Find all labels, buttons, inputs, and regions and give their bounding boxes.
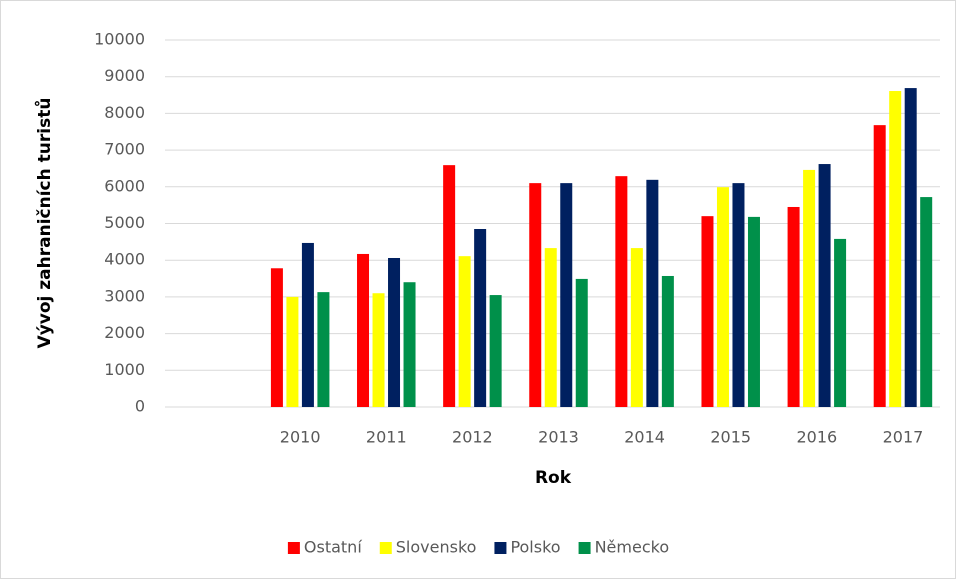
y-tick-label: 9000: [104, 66, 145, 85]
y-tick-label: 0: [135, 397, 145, 416]
x-tick-label: 2014: [624, 428, 665, 447]
x-tick-label: 2010: [280, 428, 321, 447]
y-tick-label: 7000: [104, 140, 145, 159]
bar: [458, 256, 471, 407]
bar: [646, 179, 659, 407]
bar: [529, 183, 542, 407]
y-tick-label: 2000: [104, 323, 145, 342]
x-tick-label: 2011: [366, 428, 407, 447]
bar: [732, 183, 745, 407]
y-tick-label: 4000: [104, 250, 145, 269]
x-tick-label: 2012: [452, 428, 493, 447]
bar: [403, 282, 416, 407]
bar: [544, 248, 557, 407]
x-tick-label: 2013: [538, 428, 579, 447]
legend-label: Německo: [595, 538, 670, 557]
y-tick-label: 5000: [104, 213, 145, 232]
bar: [317, 292, 330, 407]
bar: [388, 257, 401, 407]
bar: [716, 187, 729, 407]
y-tick-label: 8000: [104, 103, 145, 122]
x-axis-title: Rok: [535, 468, 572, 488]
bar: [443, 165, 456, 407]
bar: [270, 268, 283, 407]
y-tick-label: 3000: [104, 286, 145, 305]
x-tick-label: 2016: [796, 428, 837, 447]
y-tick-label: 1000: [104, 360, 145, 379]
bar: [357, 253, 370, 407]
bar: [701, 216, 714, 407]
bar: [920, 197, 933, 407]
bar: [474, 229, 487, 407]
bar: [904, 88, 917, 408]
legend-label: Ostatní: [304, 538, 362, 557]
legend-label: Polsko: [510, 538, 560, 557]
bar: [661, 275, 674, 407]
bar: [803, 169, 816, 407]
y-axis-title: Vývoj zahraničních turistů: [33, 98, 55, 349]
legend-swatch: [287, 542, 300, 554]
bar: [873, 125, 886, 408]
x-tick-label: 2017: [883, 428, 924, 447]
legend-swatch: [578, 542, 591, 554]
bar: [834, 238, 847, 407]
bar: [286, 296, 299, 407]
bar: [787, 206, 800, 407]
bar: [489, 295, 502, 407]
bar: [301, 242, 314, 407]
y-tick-label: 6000: [104, 176, 145, 195]
bar: [818, 164, 831, 407]
bar: [575, 278, 588, 407]
x-tick-label: 2015: [710, 428, 751, 447]
bar: [615, 176, 628, 407]
bar: [560, 183, 573, 407]
y-tick-label: 10000: [94, 30, 145, 49]
bar: [630, 248, 643, 407]
bar: [889, 91, 902, 407]
legend-swatch: [379, 542, 392, 554]
legend-label: Slovensko: [396, 538, 477, 557]
legend-swatch: [494, 542, 507, 554]
bar: [747, 216, 760, 407]
bar: [372, 293, 385, 407]
